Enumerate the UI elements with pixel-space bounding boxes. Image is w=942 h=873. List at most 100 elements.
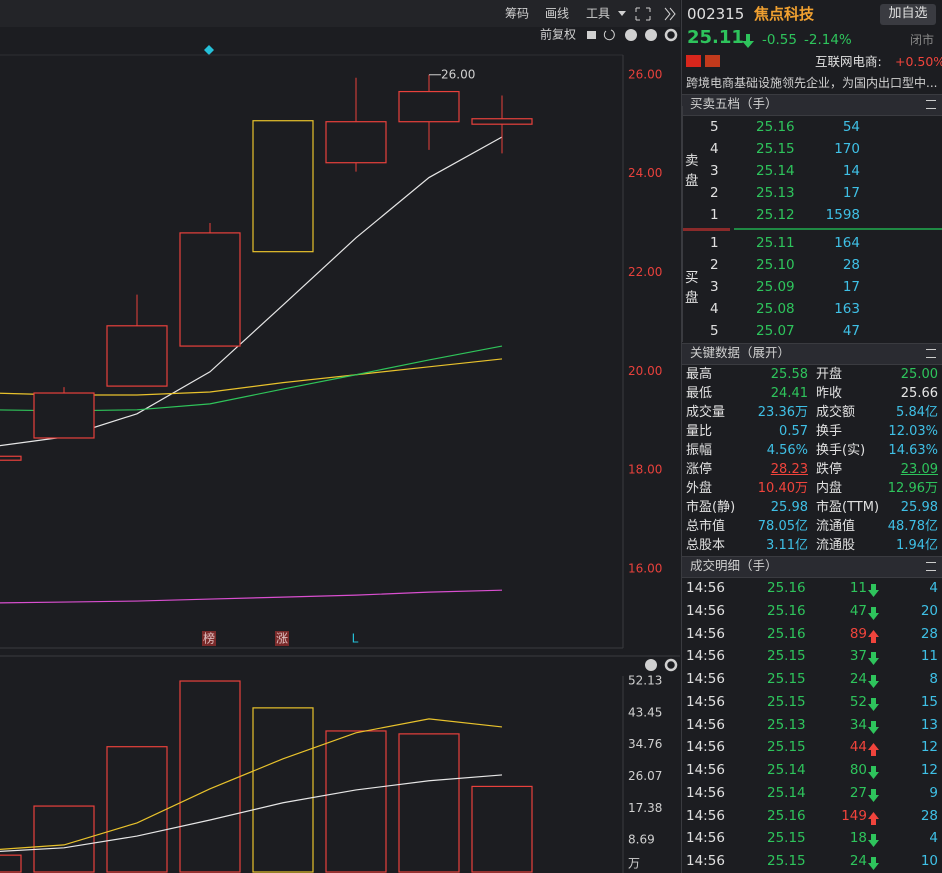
event-marker[interactable]: L [352, 632, 359, 646]
sector-name: 互联网电商: [815, 54, 882, 69]
ma-line [0, 718, 503, 850]
key-label: 涨停 [686, 462, 713, 477]
event-marker[interactable] [204, 45, 214, 55]
trade-price: 25.13 [767, 716, 806, 733]
tool-item[interactable]: 筹码 [505, 7, 529, 21]
trade-time: 14:56 [686, 580, 725, 596]
volume-header [0, 656, 680, 676]
trade-count: 28 [920, 807, 938, 824]
book-level: 4 [710, 141, 719, 157]
book-volume: 28 [842, 257, 860, 273]
zoom-out-icon[interactable] [645, 29, 657, 41]
section-header [682, 343, 942, 365]
marker-bg [275, 631, 289, 646]
market-status: 闭市 [910, 33, 935, 47]
trade-time: 14:56 [686, 853, 725, 869]
arrow-icon [868, 652, 879, 666]
y-tick-label: 26.07 [628, 769, 662, 783]
trade-arrow [868, 832, 879, 851]
tool-item[interactable]: 工具 [586, 7, 610, 21]
key-label: 昨收 [816, 386, 843, 401]
volume-bar [179, 680, 241, 873]
y-tick-label: 52.13 [628, 674, 662, 688]
trade-count: 4 [929, 580, 938, 596]
book-volume: 54 [842, 119, 860, 135]
key-value: 25.98 [770, 500, 808, 515]
close-icon[interactable] [645, 659, 657, 671]
description: 跨境电商基础设施领先企业，为国内出口型中... [686, 76, 938, 90]
book-volume: 14 [842, 163, 860, 179]
price-change: -0.55 [762, 32, 797, 48]
key-label: 流通值 [816, 519, 856, 534]
event-marker[interactable]: 榜 [203, 631, 215, 646]
y-tick-label: 16.00 [628, 561, 662, 575]
key-value: 25.00 [900, 367, 938, 382]
book-volume: 1598 [825, 207, 860, 223]
key-label: 换手 [816, 424, 843, 439]
book-volume: 163 [834, 301, 860, 317]
flag-icon [705, 55, 720, 67]
fullscreen-icon[interactable] [635, 7, 651, 21]
book-level: 1 [710, 207, 719, 223]
book-divider [734, 228, 942, 230]
key-value: 25.58 [770, 367, 808, 382]
trade-arrow [868, 764, 879, 783]
stock-name: 焦点科技 [754, 5, 815, 23]
book-price: 25.12 [756, 207, 795, 223]
settings-icon[interactable] [664, 28, 678, 42]
arrow-icon [742, 34, 754, 48]
book-price: 25.07 [756, 323, 795, 339]
volume-bar [252, 707, 314, 873]
key-label: 成交额 [816, 405, 856, 420]
panel-divider [682, 106, 683, 342]
trade-arrow [868, 810, 879, 829]
trade-volume: 47 [849, 602, 867, 619]
key-label: 开盘 [816, 367, 843, 382]
trade-arrow [868, 787, 879, 806]
menu-icon [926, 100, 936, 109]
more-icon[interactable] [664, 7, 676, 21]
trade-count: 11 [920, 648, 938, 665]
key-label: 换手(实) [816, 443, 866, 458]
book-level: 2 [710, 257, 719, 273]
y-tick-label: 20.00 [628, 364, 662, 378]
key-value: 78.05亿 [757, 519, 808, 534]
candle-body [0, 455, 22, 461]
trade-price: 25.14 [767, 762, 806, 778]
trade-time: 14:56 [686, 762, 725, 778]
key-value: 25.98 [900, 500, 938, 515]
key-value: 12.96万 [887, 481, 938, 496]
trade-arrow [868, 673, 879, 692]
arrow-icon [868, 606, 879, 620]
dropdown-icon[interactable] [618, 11, 626, 16]
book-side-label: 卖盘 [685, 153, 699, 189]
trade-price: 25.15 [767, 648, 806, 665]
trade-time: 14:56 [686, 671, 725, 687]
y-tick-label: 24.00 [628, 166, 662, 180]
key-label: 总市值 [686, 519, 726, 534]
book-price: 25.09 [756, 279, 795, 295]
trade-arrow [868, 741, 879, 760]
trade-volume: 52 [849, 693, 867, 710]
tool-item[interactable]: 画线 [545, 7, 569, 21]
book-volume: 47 [842, 323, 860, 339]
undo-icon[interactable] [603, 29, 615, 41]
book-level: 5 [710, 323, 719, 339]
arrow-icon [868, 743, 879, 757]
key-label: 跌停 [816, 462, 843, 477]
trade-volume: 37 [849, 648, 867, 665]
watch-button[interactable]: 加自选 [880, 4, 936, 25]
key-value: 23.09 [900, 462, 938, 477]
zoom-in-icon[interactable] [625, 29, 637, 41]
adjust-mode[interactable]: 前复权 [540, 27, 576, 42]
unit-label: 万 [628, 857, 640, 871]
settings-icon[interactable] [664, 658, 678, 672]
key-label: 总股本 [686, 538, 726, 553]
trade-time: 14:56 [686, 716, 725, 733]
y-tick-label: 22.00 [628, 265, 662, 279]
key-label: 内盘 [816, 481, 843, 496]
lock-icon[interactable] [587, 31, 596, 39]
book-volume: 17 [842, 185, 860, 201]
event-marker[interactable]: 涨 [276, 631, 288, 646]
candle-body [179, 232, 241, 347]
